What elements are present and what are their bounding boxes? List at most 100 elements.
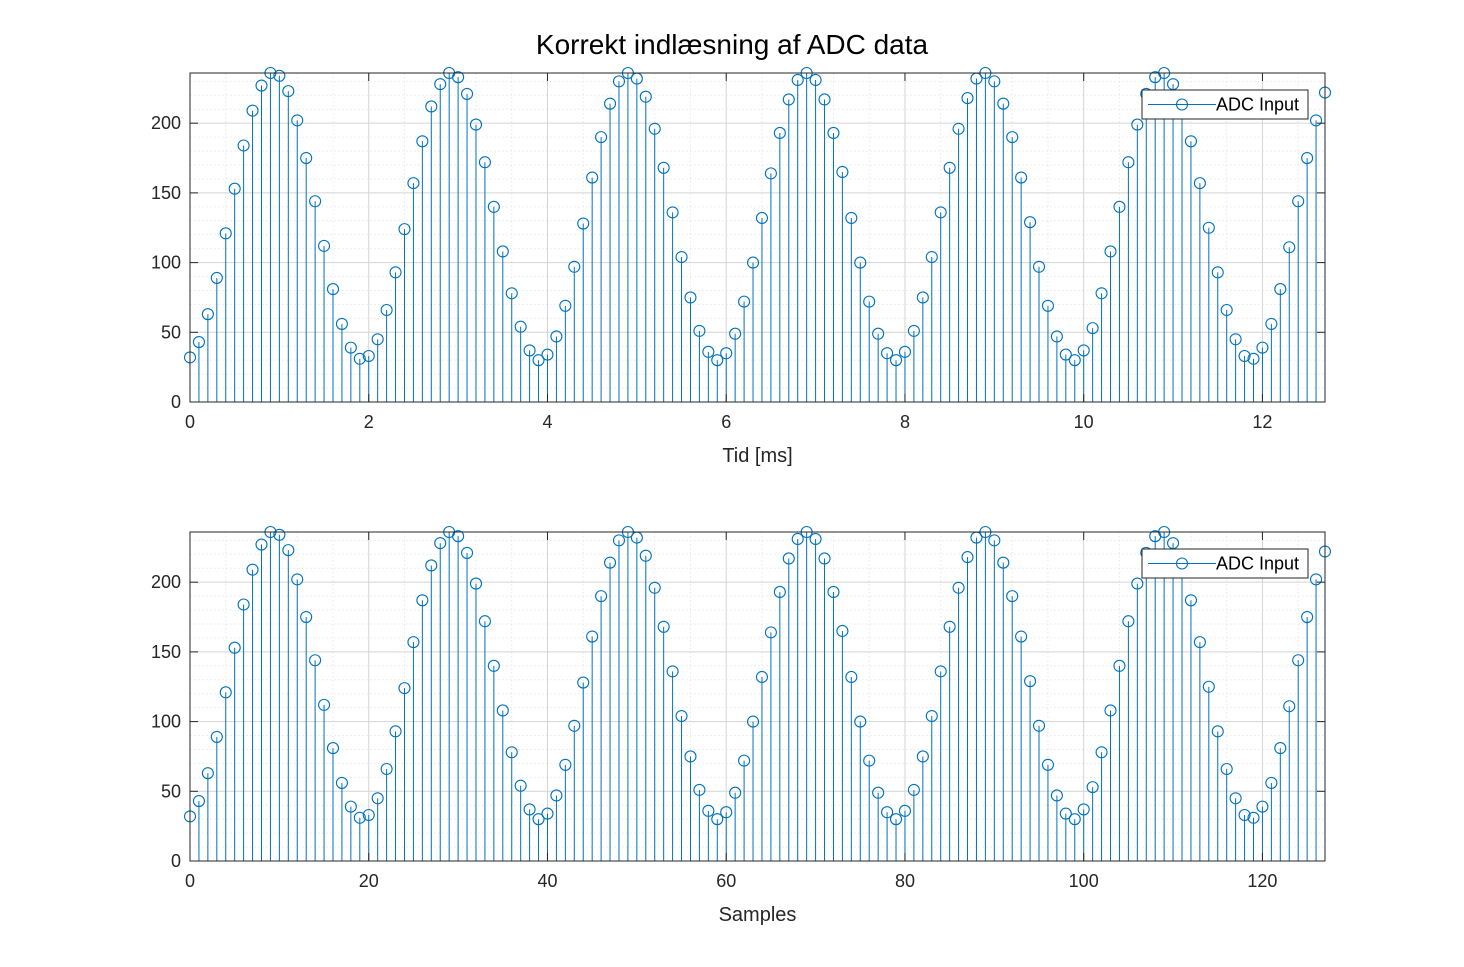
stem-marker (1274, 742, 1287, 755)
stem-marker (836, 165, 849, 179)
stem-marker (1202, 680, 1215, 693)
stem-marker (353, 811, 366, 824)
stem-marker (764, 626, 777, 639)
stem-marker (291, 114, 304, 127)
stem-marker (764, 167, 777, 180)
stem-marker (1104, 245, 1117, 258)
stem-marker (1184, 135, 1197, 148)
stem-marker (335, 317, 348, 330)
stem-marker (452, 71, 465, 84)
stem-marker (782, 93, 795, 106)
stem-marker (738, 754, 751, 767)
stem-marker (389, 266, 402, 279)
stem-marker (1095, 746, 1108, 759)
stem-marker (1265, 776, 1278, 789)
stem-marker (1184, 594, 1197, 607)
stem-marker (389, 725, 402, 738)
stem-marker (863, 754, 876, 767)
stem-marker (872, 786, 885, 799)
stem-marker (1077, 344, 1090, 357)
stem-marker (1238, 808, 1251, 822)
stem-marker (595, 590, 608, 603)
stem-marker (1220, 303, 1233, 317)
stem-marker (809, 532, 822, 546)
stem-marker (1211, 725, 1224, 738)
stem-marker (425, 559, 438, 572)
stem-marker (559, 299, 572, 312)
stem-marker (255, 538, 268, 551)
stem-marker (487, 659, 500, 672)
stem-marker (559, 758, 572, 771)
stem-marker (532, 813, 545, 826)
x-axis-label: Tid [ms] (722, 445, 792, 467)
stem-marker (246, 563, 259, 576)
stem-marker (1193, 177, 1206, 190)
y-tick-label: 150 (151, 183, 181, 203)
stem-marker (469, 118, 483, 131)
stem-marker (228, 182, 241, 195)
stem-marker (684, 750, 697, 763)
stem-marker (889, 813, 903, 826)
stem-marker (836, 624, 849, 638)
stem-marker (1041, 299, 1055, 312)
stem-marker (746, 256, 760, 269)
stem-marker (1068, 354, 1081, 367)
stem-marker (1086, 781, 1099, 794)
x-tick-label: 2 (364, 412, 374, 432)
stem-marker (1015, 630, 1028, 643)
stem-marker (1041, 758, 1055, 771)
x-tick-label: 100 (1069, 871, 1099, 891)
x-tick-label: 120 (1247, 871, 1277, 891)
stem-marker (639, 90, 652, 103)
stem-marker (1006, 590, 1019, 603)
stem-marker (961, 92, 974, 105)
stem-marker (1292, 654, 1305, 667)
stem-marker (934, 665, 947, 678)
stem-marker (612, 534, 626, 547)
stem-marker (711, 813, 724, 826)
stem-marker (416, 135, 429, 148)
y-tick-label: 0 (171, 392, 181, 412)
stem-marker (603, 97, 617, 110)
stem-marker (854, 256, 867, 269)
stem-marker (541, 348, 554, 361)
stem-marker (407, 636, 420, 649)
legend-label: ADC Input (1216, 95, 1299, 115)
stem-marker (532, 354, 545, 367)
stem-marker (425, 100, 438, 113)
stem-marker (1301, 151, 1314, 165)
stem-marker (827, 126, 840, 139)
stem-marker (1095, 287, 1108, 300)
stem-marker (657, 620, 670, 633)
stem-marker (380, 762, 393, 776)
stem-marker (210, 271, 223, 284)
stem-marker (201, 308, 214, 321)
stem-marker (1006, 131, 1019, 144)
stem-marker (711, 354, 724, 367)
stem-marker (505, 287, 518, 300)
stem-marker (988, 75, 1001, 88)
x-tick-label: 20 (359, 871, 379, 891)
stem-marker (586, 630, 599, 643)
stem-marker (362, 808, 375, 822)
stem-marker (434, 537, 447, 550)
stem-marker (827, 585, 840, 598)
x-tick-label: 8 (900, 412, 910, 432)
stem-marker (863, 295, 876, 308)
stem-marker (898, 345, 912, 358)
stem-marker (282, 544, 295, 557)
stem-marker (1104, 704, 1117, 717)
y-tick-label: 200 (151, 572, 181, 592)
stem-marker (854, 715, 867, 728)
stem-marker (595, 131, 608, 144)
stem-marker (318, 698, 331, 711)
stem-marker (907, 324, 920, 337)
stem-marker (577, 676, 590, 689)
stem-marker (1050, 789, 1063, 802)
stem-marker (845, 211, 858, 225)
stem-marker (1077, 803, 1090, 816)
stem-marker (845, 670, 858, 684)
x-tick-label: 6 (721, 412, 731, 432)
stem-marker (1265, 317, 1278, 330)
